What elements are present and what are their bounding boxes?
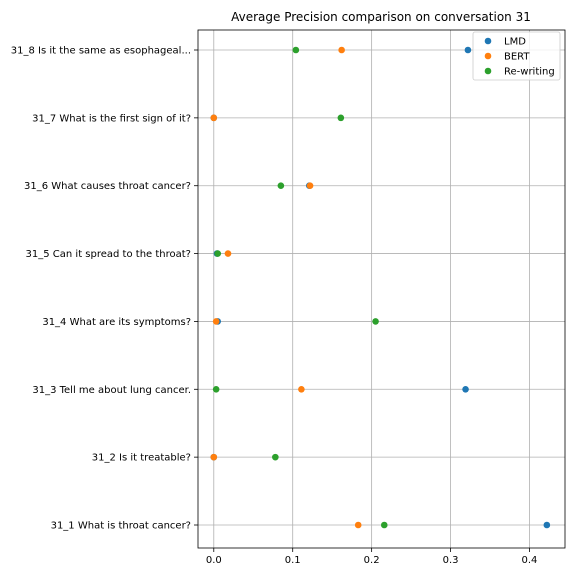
data-point — [337, 114, 345, 122]
data-point — [210, 114, 218, 122]
data-point — [212, 318, 220, 325]
x-tick-label: 0.2 — [364, 555, 380, 566]
data-point — [380, 521, 388, 529]
x-tick-label: 0.1 — [285, 555, 301, 566]
data-point — [354, 521, 362, 529]
legend-marker — [484, 37, 492, 45]
data-point — [372, 318, 379, 325]
data-point — [210, 453, 218, 461]
data-point — [298, 385, 305, 393]
data-point — [306, 182, 314, 190]
data-point — [224, 250, 232, 257]
data-point — [292, 46, 300, 54]
plot-frame — [197, 29, 566, 549]
legend-box — [472, 31, 561, 81]
series-bert — [210, 46, 362, 529]
y-tick-label: 31_2 Is it treatable? — [92, 453, 191, 464]
y-tick-label: 31_1 What is throat cancer? — [51, 521, 191, 532]
legend-marker — [484, 67, 492, 75]
data-point — [464, 46, 472, 54]
y-tick-label: 31_8 Is it the same as esophageal... — [11, 46, 191, 57]
y-tick-label: 31_7 What is the first sign of it? — [32, 113, 191, 124]
chart-title: Average Precision comparison on conversa… — [231, 10, 531, 24]
legend: LMD BERT Re-writing — [472, 31, 561, 81]
legend-label: LMD — [504, 37, 526, 48]
data-point — [543, 521, 551, 529]
data-point — [272, 453, 279, 461]
data-point — [277, 182, 285, 190]
axes: 0.0 0.1 0.2 0.3 0.4 31_1 What is throat cance… — [11, 46, 538, 567]
data-point — [462, 385, 469, 393]
data-points — [210, 46, 551, 529]
series-re-writing — [212, 46, 388, 529]
y-tick-label: 31_4 What are its symptoms? — [42, 317, 191, 328]
data-point — [338, 46, 345, 54]
legend-label: Re-writing — [504, 67, 555, 78]
y-tick-label: 31_6 What causes throat cancer? — [24, 181, 191, 192]
y-tick-label: 31_3 Tell me about lung cancer. — [32, 385, 191, 396]
data-point — [214, 250, 222, 257]
x-tick-label: 0.3 — [443, 555, 459, 566]
legend-marker — [484, 52, 492, 60]
legend-label: BERT — [504, 52, 530, 63]
y-tick-label: 31_5 Can it spread to the throat? — [26, 249, 191, 260]
x-tick-label: 0.4 — [522, 555, 538, 566]
x-tick-label: 0.0 — [206, 555, 222, 566]
data-point — [212, 385, 220, 393]
